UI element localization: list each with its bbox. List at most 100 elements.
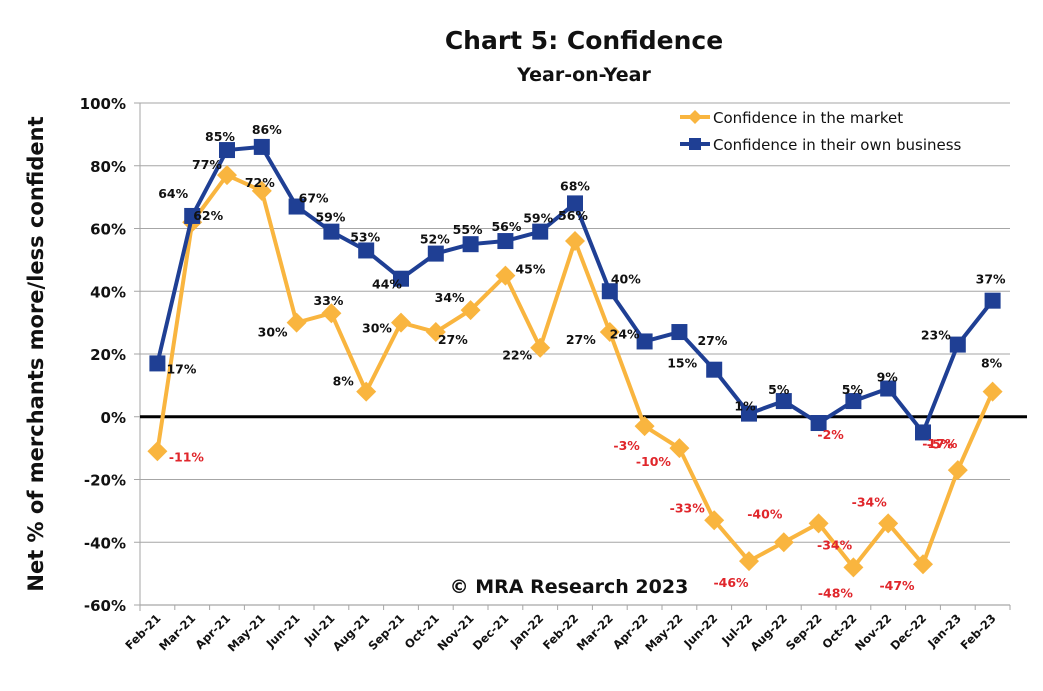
business-data-label: 9% [877,370,899,385]
market-confidence-point [599,322,620,343]
business-data-label: 5% [842,382,864,397]
market-data-label: 27% [566,332,596,347]
x-tick-label: Mar-22 [574,611,616,653]
market-data-label: -10% [636,454,672,469]
market-confidence-point [982,381,1003,402]
market-data-label: 45% [515,262,545,277]
market-data-label: 33% [313,293,343,308]
business-data-label: 86% [252,122,282,137]
market-confidence-point [808,513,829,534]
legend-entry: Confidence in the market [713,109,903,127]
y-tick-label: 40% [90,283,126,301]
market-data-label: 8% [333,374,355,389]
x-tick-label: Mar-21 [156,611,198,653]
market-data-label: -46% [713,575,749,590]
legend-square-marker [689,138,701,150]
y-tick-label: 100% [80,95,126,113]
data-labels: -11% 62% 77% 72% 30% 33% 8% 30% 27% 34% 45% 22% 56% 2… [158,122,1006,600]
business-confidence-point [532,223,549,240]
business-data-label: 40% [611,271,641,286]
market-confidence-point [947,460,968,481]
business-data-label: 56% [491,219,521,234]
business-confidence-point [706,361,723,378]
market-confidence-point [425,322,446,343]
business-data-label: 1% [734,399,756,414]
market-data-label: 56% [558,208,588,223]
market-confidence-point [773,532,794,553]
business-confidence-point [288,198,305,215]
y-tick-label: 20% [90,346,126,364]
market-data-label: 27% [438,332,468,347]
market-confidence-point [286,312,307,333]
business-data-label: 85% [205,129,235,144]
market-confidence-point [217,165,237,186]
business-confidence-point [393,270,409,287]
business-confidence-point [427,245,444,262]
market-data-label: 22% [502,348,532,363]
x-tick-label: Jun-21 [263,611,303,651]
market-data-label: -3% [613,438,640,453]
market-data-label: -40% [747,506,783,521]
business-confidence-point [253,138,270,155]
x-tick-label: Dec-21 [470,611,512,653]
x-tick-label: Feb-23 [958,611,999,652]
market-confidence-point [878,513,899,534]
x-tick-label: Aug-22 [747,611,790,654]
market-data-label: 30% [258,325,288,340]
business-data-label: -2% [817,427,844,442]
market-confidence-point [147,441,168,462]
y-tick-label: 60% [90,221,126,239]
market-data-label: -11% [169,449,205,464]
x-tick-label: Feb-22 [540,611,581,652]
chart-title: Chart 5: Confidence [445,26,723,55]
market-confidence-point [530,337,551,358]
business-data-label: 59% [315,210,345,225]
business-confidence-point [462,236,479,253]
business-data-label: 17% [166,361,196,376]
market-confidence-point [356,381,377,402]
market-data-label: -47% [879,578,915,593]
business-confidence-point [323,223,340,240]
x-tick-label: Nov-22 [852,611,894,653]
business-confidence-point [949,336,966,353]
x-tick-label: Sep-22 [783,611,825,653]
legend: Confidence in the market Confidence in th… [680,109,962,154]
market-confidence-point [739,551,759,572]
legend-entry: Confidence in their own business [713,136,962,154]
business-data-label: 53% [350,229,380,244]
business-data-label: 67% [299,191,329,206]
business-data-label: 68% [560,178,590,193]
chart-subtitle: Year-on-Year [516,64,651,86]
market-confidence-point [460,300,481,321]
business-data-label: 44% [372,277,402,292]
y-tick-label: -40% [84,534,126,552]
market-data-label: -34% [817,537,853,552]
business-confidence-point [358,242,375,259]
x-tick-label: Dec-22 [887,611,929,653]
market-confidence-point [669,438,690,459]
business-confidence-point [741,405,757,422]
market-data-label: -48% [818,585,854,600]
y-axis-ticks: 100% 80% 60% 40% 20% 0% -20% -40% -60% [80,95,126,615]
market-confidence-point [495,265,516,286]
business-confidence-point [601,283,618,300]
y-axis-label: Net % of merchants more/less confident [24,116,48,591]
business-data-label: 37% [976,272,1006,287]
legend-diamond-marker [688,110,702,124]
market-confidence-point [565,231,585,252]
market-data-label: 30% [362,321,392,336]
business-data-label: 27% [697,333,727,348]
market-confidence-point [704,510,725,531]
market-data-label: -17% [922,436,958,451]
x-axis-ticks: Feb-21Mar-21Apr-21May-21Jun-21Jul-21Aug-… [122,611,998,654]
market-confidence-point [634,416,655,437]
business-data-label: 55% [453,222,483,237]
business-confidence-point [184,207,201,224]
x-tick-label: Sep-21 [365,611,407,653]
business-data-label: -5% [927,436,954,451]
business-data-label: 64% [158,186,188,201]
y-tick-label: 80% [90,158,126,176]
y-tick-label: 0% [101,409,126,427]
business-data-label: 59% [523,211,553,226]
